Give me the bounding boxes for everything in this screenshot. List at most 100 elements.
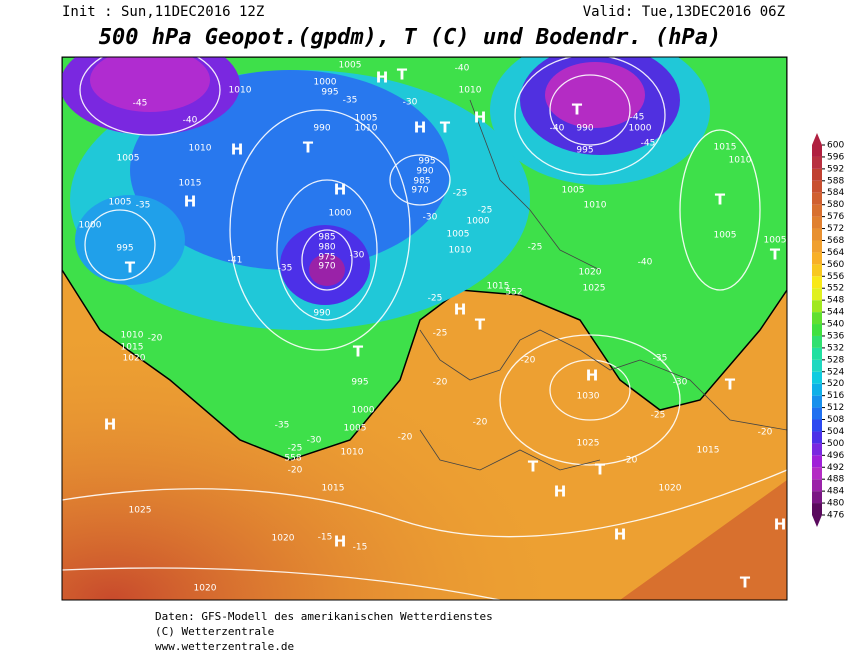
colorbar-band — [812, 204, 822, 217]
pressure-center: H — [376, 69, 389, 87]
colorbar-band — [812, 395, 822, 408]
contour-label: 1015 — [714, 143, 737, 153]
colorbar-band — [812, 156, 822, 169]
contour-label: -30 — [673, 378, 688, 388]
pressure-center: H — [474, 109, 487, 127]
contour-label: 1020 — [194, 584, 217, 594]
pressure-center: T — [715, 191, 726, 209]
contour-label: 1010 — [355, 124, 378, 134]
contour-label: 1025 — [583, 284, 606, 294]
colorbar-band — [812, 335, 822, 348]
contour-label: 1025 — [129, 506, 152, 516]
contour-label: -20 — [288, 466, 303, 476]
pressure-center: H — [334, 181, 347, 199]
contour-label: 1030 — [577, 392, 600, 402]
colorbar-label: 540 — [827, 320, 844, 330]
contour-label: 1015 — [487, 282, 510, 292]
contour-label: 1000 — [79, 221, 102, 231]
contour-label: 1010 — [189, 144, 212, 154]
contour-label: 1025 — [577, 439, 600, 449]
colorbar-label: 588 — [827, 176, 844, 186]
colorbar-band — [812, 192, 822, 205]
contour-label: -20 — [148, 334, 163, 344]
init-time: Init : Sun,11DEC2016 12Z — [62, 4, 264, 20]
contour-label: -20 — [473, 418, 488, 428]
contour-label: -25 — [651, 411, 666, 421]
contour-label: 1010 — [341, 448, 364, 458]
contour-label: 1005 — [109, 198, 132, 208]
contour-label: -25 — [433, 329, 448, 339]
contour-label: -20 — [433, 378, 448, 388]
valid-time: Valid: Tue,13DEC2016 06Z — [583, 4, 785, 20]
colorbar-label: 560 — [827, 260, 844, 270]
colorbar-label: 484 — [827, 487, 844, 497]
contour-label: -45 — [641, 139, 656, 149]
pressure-center: H — [554, 483, 567, 501]
pressure-center: H — [231, 141, 244, 159]
colorbar-band — [812, 503, 822, 515]
contour-label: 1005 — [562, 186, 585, 196]
contour-label: 1015 — [322, 484, 345, 494]
pressure-center: H — [184, 193, 197, 211]
colorbar-label: 552 — [827, 284, 844, 294]
map-frame — [61, 56, 788, 601]
pressure-center: T — [353, 343, 364, 361]
colorbar-band — [812, 431, 822, 444]
pressure-center: T — [303, 139, 314, 157]
colorbar-label: 512 — [827, 403, 844, 413]
colorbar-label: 496 — [827, 451, 844, 461]
colorbar-label: 492 — [827, 463, 844, 473]
colorbar-band — [812, 288, 822, 301]
footer-line: Daten: GFS-Modell des amerikanischen Wet… — [155, 610, 493, 623]
contour-label: 1005 — [117, 154, 140, 164]
colorbar-label: 596 — [827, 152, 844, 162]
colorbar-band — [812, 228, 822, 241]
contour-label: -35 — [653, 354, 668, 364]
contour-label: 1020 — [272, 534, 295, 544]
contour-label: 1010 — [121, 331, 144, 341]
contour-label: -30 — [350, 251, 365, 261]
colorbar-label: 572 — [827, 224, 844, 234]
contour-label: 1010 — [229, 86, 252, 96]
colorbar-label: 516 — [827, 391, 844, 401]
colorbar-band — [812, 216, 822, 229]
colorbar-label: 524 — [827, 367, 844, 377]
pressure-center: H — [454, 301, 467, 319]
footer-line: (C) Wetterzentrale — [155, 625, 274, 638]
pressure-center: H — [586, 367, 599, 385]
colorbar-band — [812, 145, 822, 157]
contour-label: -35 — [275, 421, 290, 431]
contour-label: 1010 — [729, 156, 752, 166]
colorbar-label: 488 — [827, 475, 844, 485]
contour-label: 995 — [576, 146, 593, 156]
colorbar-band — [812, 300, 822, 313]
colorbar-label: 564 — [827, 248, 844, 258]
contour-label: 985 — [318, 233, 335, 243]
colorbar-band — [812, 491, 822, 504]
contour-label: 1010 — [584, 201, 607, 211]
colorbar-label: 504 — [827, 427, 844, 437]
contour-label: 995 — [418, 157, 435, 167]
colorbar-band — [812, 347, 822, 360]
pressure-center: T — [475, 316, 486, 334]
contour-label: -35 — [343, 96, 358, 106]
contour-label: 985 — [413, 177, 430, 187]
contour-label: -15 — [353, 543, 368, 553]
contour-label: 1010 — [459, 86, 482, 96]
contour-label: -35 — [136, 201, 151, 211]
contour-label: 990 — [576, 124, 593, 134]
contour-label: 995 — [321, 88, 338, 98]
contour-label: -25 — [428, 294, 443, 304]
pressure-center: H — [774, 516, 787, 534]
colorbar-band — [812, 180, 822, 193]
contour-label: 1015 — [179, 179, 202, 189]
contour-label: -30 — [307, 436, 322, 446]
colorbar-label: 576 — [827, 212, 844, 222]
contour-label: 990 — [313, 124, 330, 134]
colorbar-band — [812, 252, 822, 265]
contour-label: 1000 — [467, 217, 490, 227]
colorbar-band — [812, 264, 822, 277]
contour-label: 990 — [313, 309, 330, 319]
contour-label: -20 — [623, 456, 638, 466]
